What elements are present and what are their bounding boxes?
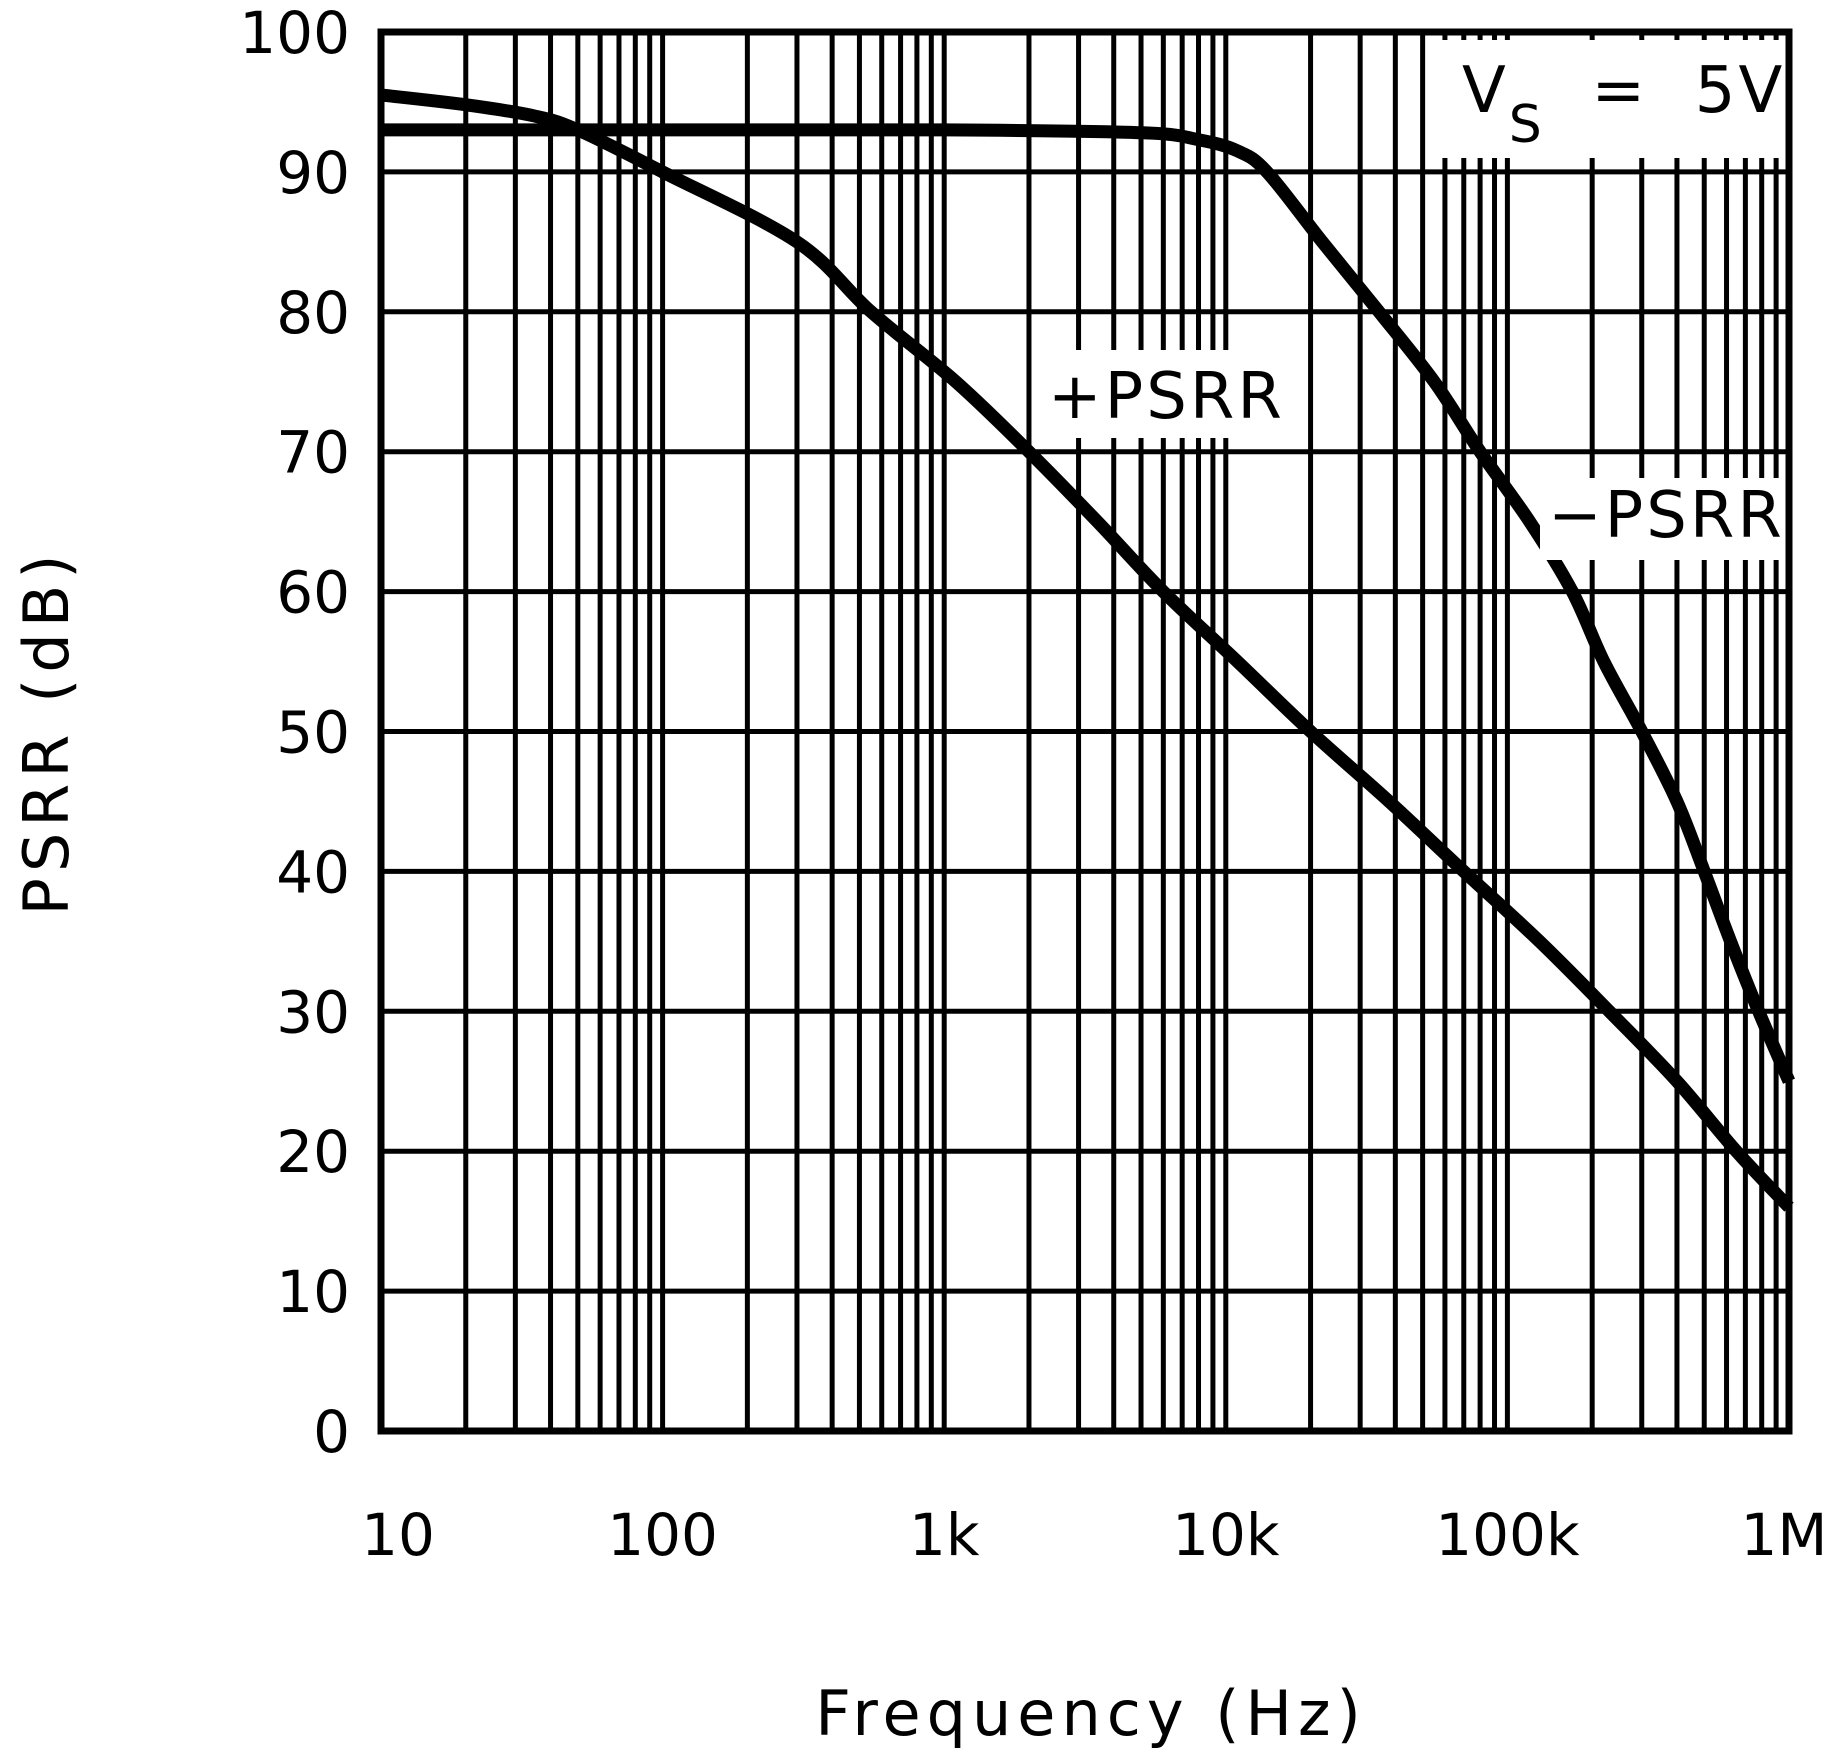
y-tick-label: 50 <box>276 699 350 767</box>
y-tick-label: 90 <box>276 139 350 207</box>
x-tick-label: 10k <box>1172 1501 1280 1569</box>
label-background <box>1033 350 1278 438</box>
y-tick-label: 30 <box>276 978 350 1046</box>
y-tick-label: 10 <box>276 1258 350 1326</box>
y-tick-label: 20 <box>276 1118 350 1186</box>
x-tick-label: 1k <box>909 1501 980 1569</box>
curves <box>380 88 1795 1212</box>
series-label-minus-psrr: −PSRR <box>1548 479 1785 553</box>
x-tick-label: 1M <box>1741 1501 1828 1569</box>
x-tick-label: 100 <box>607 1501 718 1569</box>
label-background <box>1540 478 1780 560</box>
x-tick-label: 100k <box>1435 1501 1580 1569</box>
x-axis-title: Frequency (Hz) <box>815 1677 1367 1750</box>
y-tick-label: 0 <box>313 1398 350 1466</box>
y-tick-label: 80 <box>276 279 350 347</box>
supply-voltage-annotation: VS = 5V <box>1462 54 1785 155</box>
series-plus-psrr-line <box>380 88 1794 1212</box>
series-label-plus-psrr: +PSRR <box>1048 360 1285 434</box>
y-tick-label: 100 <box>239 0 350 67</box>
y-tick-label: 40 <box>276 838 350 906</box>
x-tick-label: 10 <box>361 1501 435 1569</box>
annotation-background <box>1440 40 1786 158</box>
grid <box>378 29 1789 1434</box>
plot-frame <box>377 28 1793 1435</box>
y-tick-label: 70 <box>276 419 350 487</box>
y-axis-title: PSRR (dB) <box>10 549 83 916</box>
series-minus-psrr-line <box>380 123 1795 1084</box>
y-tick-label: 60 <box>276 559 350 627</box>
